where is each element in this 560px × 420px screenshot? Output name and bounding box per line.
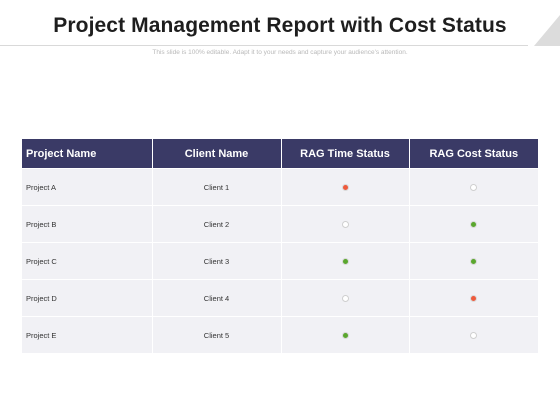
client-name-cell: Client 2 <box>152 205 282 243</box>
project-name-cell: Project E <box>22 316 153 353</box>
time-status-dot <box>341 295 349 303</box>
corner-decoration <box>534 15 560 46</box>
client-name-cell: Client 4 <box>152 279 282 317</box>
header-rag-time-status: RAG Time Status <box>281 139 410 169</box>
project-name-cell: Project A <box>22 168 153 206</box>
table-row: Project A Client 1 <box>22 168 538 206</box>
cost-status-dot <box>470 295 478 303</box>
cost-status-dot <box>470 184 478 192</box>
title-divider <box>0 45 528 46</box>
cost-status-dot <box>470 258 478 266</box>
project-name-cell: Project C <box>22 242 153 280</box>
cost-status-dot <box>470 221 478 229</box>
project-name-cell: Project B <box>22 205 153 243</box>
table-row: Project C Client 3 <box>22 242 538 280</box>
time-status-dot <box>341 258 349 266</box>
cost-status-dot <box>470 332 478 340</box>
table-header-row: Project Name Client Name RAG Time Status… <box>22 139 538 169</box>
table-row: Project D Client 4 <box>22 279 538 317</box>
header-project-name: Project Name <box>22 139 153 169</box>
project-name-cell: Project D <box>22 279 153 317</box>
page-title: Project Management Report with Cost Stat… <box>53 14 507 37</box>
client-name-cell: Client 5 <box>152 316 282 353</box>
time-status-dot <box>341 332 349 340</box>
client-name-cell: Client 3 <box>152 242 282 280</box>
table-row: Project E Client 5 <box>22 316 538 353</box>
table-row: Project B Client 2 <box>22 205 538 243</box>
client-name-cell: Client 1 <box>152 168 282 206</box>
page-subtitle: This slide is 100% editable. Adapt it to… <box>152 49 408 56</box>
header-client-name: Client Name <box>152 139 282 169</box>
report-table: Project Name Client Name RAG Time Status… <box>22 139 538 353</box>
time-status-dot <box>341 184 349 192</box>
header-rag-cost-status: RAG Cost Status <box>409 139 538 169</box>
time-status-dot <box>341 221 349 229</box>
